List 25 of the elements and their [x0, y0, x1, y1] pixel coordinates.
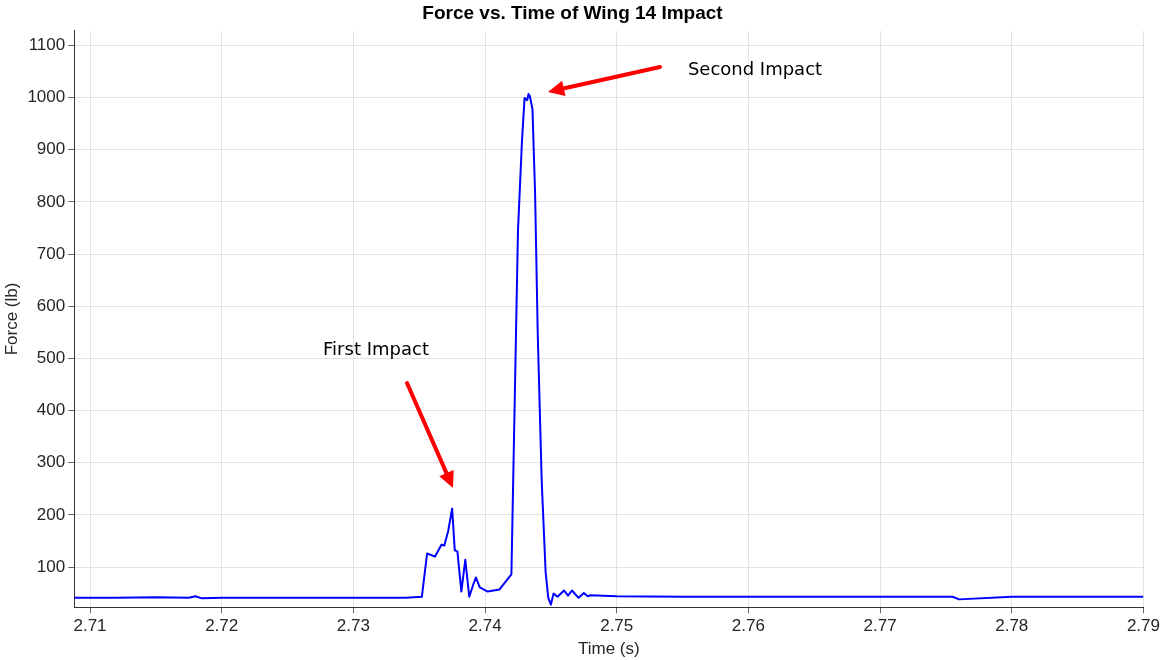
y-tick-label: 600 [36, 295, 66, 315]
annotation: First Impact [323, 337, 429, 359]
x-tick-label: 2.76 [731, 616, 765, 636]
y-tick-label: 1100 [28, 35, 66, 55]
y-axis-title: Force (lb) [1, 282, 21, 356]
y-tick-label: 400 [36, 400, 66, 420]
x-tick-label: 2.72 [205, 616, 239, 636]
y-tick-label: 200 [36, 504, 66, 524]
x-tick-label: 2.71 [73, 616, 107, 636]
y-tick-label: 500 [36, 348, 66, 368]
x-tick-label: 2.73 [336, 616, 370, 636]
annotation: Second Impact [687, 57, 823, 79]
chart-title: Force vs. Time of Wing 14 Impact [422, 1, 724, 23]
y-tick-label: 700 [36, 243, 66, 263]
x-tick-label: 2.78 [995, 616, 1029, 636]
y-tick-label: 800 [36, 191, 66, 211]
y-tick-label: 100 [36, 556, 66, 576]
x-axis-title: Time (s) [577, 639, 640, 659]
x-tick-label: 2.77 [863, 616, 897, 636]
y-tick-label: 900 [36, 139, 66, 159]
y-tick-label: 300 [36, 452, 66, 472]
y-tick-label: 1000 [27, 87, 66, 107]
x-tick-label: 2.74 [468, 616, 502, 636]
x-tick-label: 2.75 [600, 616, 634, 636]
x-tick-label: 2.79 [1126, 616, 1160, 636]
